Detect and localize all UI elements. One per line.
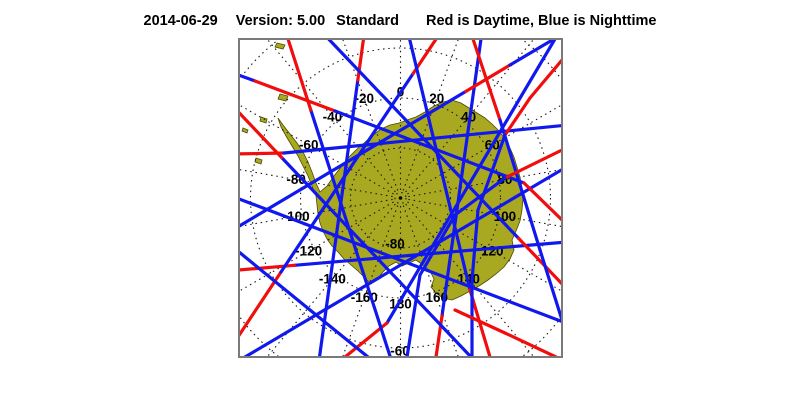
graticule (240, 40, 561, 356)
nighttime-track-segment (508, 40, 556, 67)
nighttime-track-segment (318, 78, 360, 356)
longitude-label: 160 (425, 290, 448, 305)
daytime-track-segment (503, 148, 561, 180)
south-pole-marker (398, 196, 403, 200)
longitude-label: -100 (283, 209, 310, 224)
nighttime-track-segment (332, 168, 561, 306)
title-daynight-legend: Red is Daytime, Blue is Nighttime (426, 13, 657, 29)
daytime-track-segment (464, 63, 512, 94)
nighttime-track-segment (243, 302, 336, 356)
nighttime-track-segment (292, 240, 561, 267)
pole-circle (394, 191, 407, 205)
latitude-label: -80 (385, 237, 405, 252)
nighttime-track-segment (274, 211, 561, 323)
nighttime-track-segment (453, 176, 507, 217)
nighttime-track-segment (308, 308, 370, 356)
daytime-track-segment (516, 236, 561, 286)
daytime-track-segment (286, 40, 313, 112)
nighttime-track-segment (538, 248, 561, 322)
daytime-track-segment (453, 308, 507, 335)
nighttime-track-segment (327, 40, 521, 240)
latitude-circle (349, 147, 452, 249)
nighttime-track-segment (309, 108, 392, 356)
title-mode: Standard (336, 13, 400, 29)
daytime-track-segment (434, 314, 444, 356)
daytime-track-segment (240, 151, 286, 156)
daytime-track-segment (503, 331, 558, 356)
latitude-label: -60 (390, 344, 410, 359)
nighttime-track-segment (498, 118, 542, 252)
nighttime-track-segment (240, 250, 312, 312)
longitude-label: 20 (429, 91, 444, 106)
nighttime-track-segment (279, 155, 473, 356)
title-version: Version: 5.00 (235, 13, 326, 29)
daytime-track-segment (503, 96, 532, 137)
daytime-track-segment (528, 58, 561, 100)
longitude-label: 120 (481, 244, 504, 259)
latitude-circle (299, 97, 502, 299)
daytime-track-segment (240, 111, 284, 159)
nighttime-track-segment (405, 273, 422, 356)
nighttime-track-segment (408, 40, 472, 292)
nighttime-track-segment (470, 208, 480, 282)
plot-title: 2014-06-29 Version: 5.00 Standard Red is Da… (0, 13, 800, 29)
title-date: 2014-06-29 (143, 13, 218, 29)
daytime-track-segment (253, 79, 337, 113)
satellite-tracks (240, 40, 561, 356)
daytime-track-segment (522, 181, 561, 222)
nighttime-track-segment (385, 40, 557, 325)
latitude-circle (249, 47, 552, 349)
nighttime-track-segment (240, 197, 278, 215)
daytime-track-segment (471, 40, 502, 122)
longitude-label: -20 (354, 91, 374, 106)
nighttime-track-segment (418, 213, 457, 277)
longitude-label: -120 (295, 244, 322, 259)
plot-area: 0 20406080100120140160180-160-140-120-100… (240, 40, 561, 359)
plot-frame (238, 38, 563, 358)
nighttime-track-segment (476, 133, 507, 212)
nighttime-track-segment (240, 73, 257, 83)
daytime-track-segment (356, 40, 365, 82)
longitude-label: -140 (319, 272, 346, 287)
